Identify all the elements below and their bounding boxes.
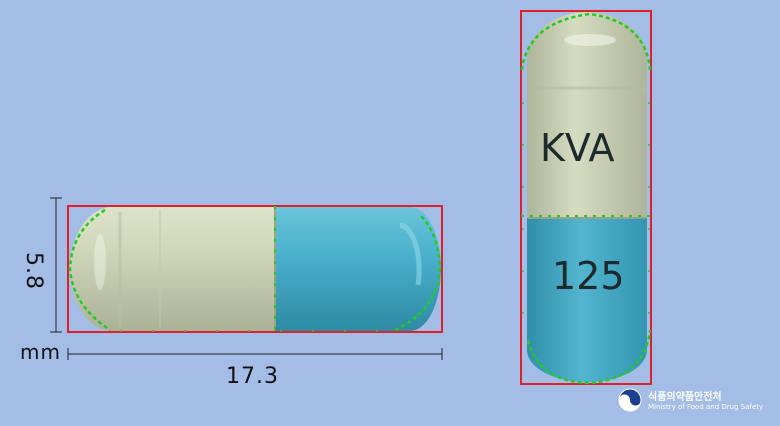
capsule-cap-vertical — [527, 12, 647, 218]
capsule-body — [262, 207, 441, 331]
height-dimension — [50, 197, 62, 333]
imprint-kva: KVA — [540, 126, 615, 170]
length-label: 17.3 — [226, 364, 279, 389]
length-dimension — [67, 348, 443, 360]
capsule-side-view — [67, 205, 443, 333]
logo-english-text: Ministry of Food and Drug Safety — [648, 403, 764, 411]
mfds-logo-icon — [618, 388, 642, 412]
logo-korean-text: 식품의약품안전처 — [648, 392, 722, 403]
imprint-125: 125 — [552, 254, 625, 298]
unit-label: mm — [20, 340, 61, 364]
capsule-front-view — [520, 10, 652, 385]
height-label: 5.8 — [21, 252, 46, 290]
capsule-body-vertical — [527, 215, 647, 382]
